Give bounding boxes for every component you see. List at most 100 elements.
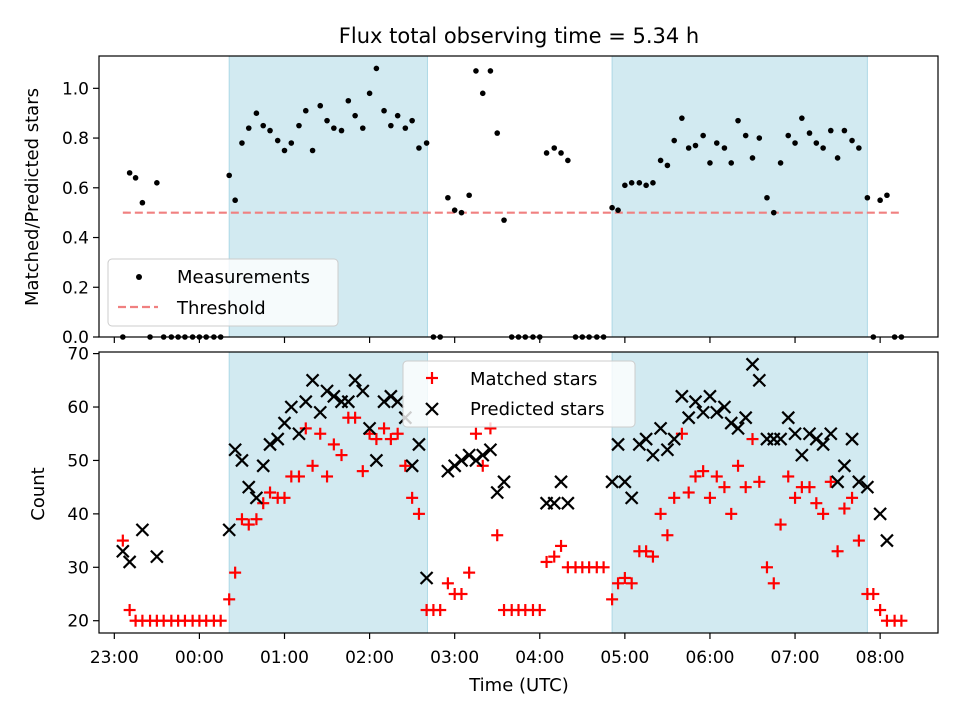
top-legend: Measurements Threshold [107, 258, 339, 327]
matched-star-point [746, 433, 759, 446]
legend-matched-label: Matched stars [470, 369, 597, 390]
matched-star-point [378, 422, 391, 435]
measurement-point [849, 137, 855, 144]
matched-star-point [250, 513, 263, 526]
predicted-star-point [696, 405, 710, 420]
matched-star-point [689, 470, 702, 483]
matched-star-point [349, 411, 362, 424]
matched-star-point [661, 529, 674, 542]
predicted-star-point [752, 373, 767, 388]
measurement-point [296, 122, 302, 129]
predicted-star-point [348, 373, 362, 388]
measurement-point [864, 194, 871, 201]
predicted-star-point [249, 491, 264, 505]
predicted-star-point [554, 475, 568, 489]
bottom-legend-box [402, 360, 636, 428]
measurement-point [713, 140, 720, 146]
legend-measurements-label: Measurements [177, 267, 310, 288]
y-tick-label: 60 [67, 398, 89, 418]
predicted-star-point [419, 571, 434, 585]
matched-star-point [753, 475, 766, 488]
predicted-star-point [795, 448, 809, 462]
measurement-point [479, 90, 486, 97]
measurement-point [338, 127, 345, 134]
measurement-point [402, 125, 409, 131]
measurement-point [628, 180, 635, 186]
measurement-point [622, 182, 628, 189]
predicted-star-point [390, 394, 405, 409]
predicted-star-point [605, 475, 619, 489]
x-tick-label: 01:00 [260, 648, 309, 668]
predicted-star-point [639, 432, 653, 446]
measurement-point [345, 97, 352, 104]
matched-star-point [264, 486, 277, 499]
predicted-star-point [313, 405, 328, 420]
measurement-point [487, 68, 494, 74]
measurement-point [551, 145, 558, 151]
measurement-point [827, 127, 834, 134]
matched-star-point [235, 513, 248, 526]
matched-star-point [668, 491, 681, 504]
predicted-star-point [681, 410, 696, 425]
predicted-star-point [490, 485, 505, 500]
predicted-star-point [738, 410, 753, 425]
predicted-star-point [611, 437, 625, 452]
predicted-star-point [561, 496, 575, 510]
matched-star-point [654, 507, 667, 520]
matched-star-point [356, 465, 369, 478]
predicted-star-point [241, 480, 256, 494]
matched-star-point [406, 491, 419, 504]
matched-star-point [434, 604, 447, 617]
matched-star-point [116, 534, 129, 547]
matched-star-point [824, 475, 837, 488]
measurement-point [692, 142, 699, 149]
predicted-star-point [292, 426, 306, 441]
y-tick-label: 0.4 [62, 229, 89, 249]
measurement-point [664, 162, 671, 169]
matched-star-point [327, 438, 340, 451]
matched-star-point [455, 588, 468, 601]
measurement-point [749, 155, 756, 161]
measurement-point [239, 140, 245, 146]
matched-star-point [606, 593, 619, 606]
measurement-point [820, 145, 826, 151]
measurement-point [494, 130, 501, 136]
matched-star-point [612, 577, 625, 590]
matched-star-point [803, 481, 816, 494]
predicted-star-point [454, 453, 469, 468]
shaded-span-2 [611, 351, 868, 634]
measurement-point [373, 65, 380, 72]
matched-star-point [335, 449, 348, 462]
predicted-star-point [284, 400, 299, 414]
predicted-star-point [497, 475, 511, 489]
measurement-point [728, 160, 735, 166]
matched-star-point [242, 518, 255, 531]
predicted-star-point [731, 421, 745, 436]
matched-star-point [852, 534, 865, 547]
matched-star-point [223, 593, 236, 606]
matched-star-point [257, 497, 270, 510]
predicted-star-point [824, 426, 838, 441]
matched-star-point [491, 529, 504, 542]
top-panel: 0.0 0.2 0.4 0.6 0.8 1.0 Matched/Predicted sta… [22, 55, 939, 348]
matched-star-point [767, 577, 780, 590]
measurement-point [302, 107, 309, 114]
predicted-star-point [667, 432, 681, 446]
predicted-star-point [880, 533, 894, 548]
x-tick-label: 23:00 [90, 648, 139, 668]
predicted-star-point [405, 459, 419, 473]
measurement-point [565, 157, 571, 164]
x-axis-label: Time (UTC) [468, 675, 569, 696]
matched-star-point [441, 577, 454, 590]
measurement-point [331, 125, 337, 131]
predicted-star-point [483, 442, 498, 457]
predicted-star-point [150, 549, 164, 564]
measurement-point [834, 155, 841, 161]
matched-star-point [732, 459, 745, 472]
predicted-star-point [122, 555, 137, 569]
matched-star-point [469, 427, 482, 440]
matched-star-point [399, 459, 412, 472]
matched-star-point [682, 486, 695, 499]
predicted-star-point [646, 448, 660, 462]
